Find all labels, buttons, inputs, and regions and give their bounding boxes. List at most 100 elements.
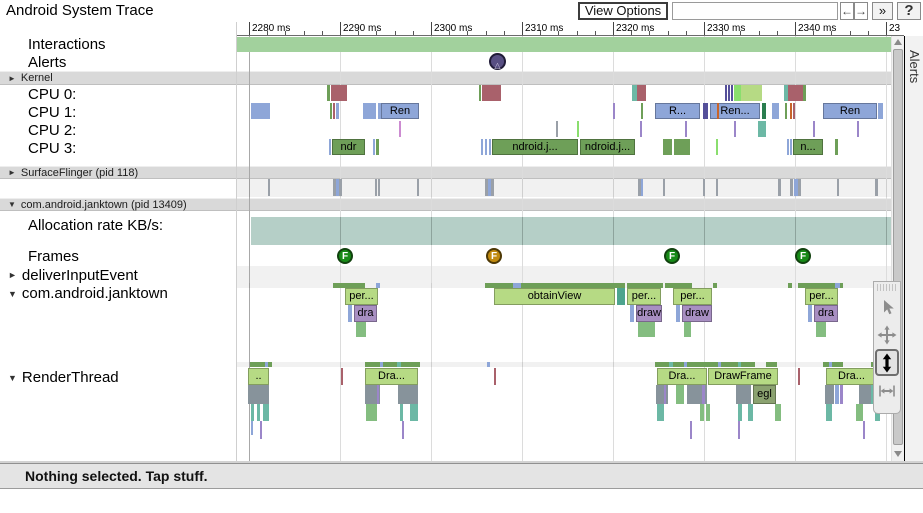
trace-slice[interactable] xyxy=(330,103,332,119)
frame-marker-amber[interactable]: F xyxy=(486,248,502,264)
trace-slice[interactable] xyxy=(826,404,832,421)
trace-slice[interactable] xyxy=(798,283,843,288)
trace-slice[interactable] xyxy=(637,85,646,101)
scroll-down-button[interactable] xyxy=(892,448,904,460)
trace-slice[interactable] xyxy=(778,179,781,196)
trace-slice[interactable]: per... xyxy=(805,288,838,305)
trace-slice[interactable] xyxy=(718,362,721,367)
trace-slice[interactable] xyxy=(840,385,843,404)
trace-slice[interactable] xyxy=(356,322,366,337)
trace-slice[interactable] xyxy=(329,139,331,155)
trace-slice[interactable] xyxy=(402,421,404,439)
trace-slice[interactable] xyxy=(627,283,663,288)
trace-slice[interactable] xyxy=(363,103,376,119)
trace-slice[interactable] xyxy=(825,385,834,404)
trace-slice[interactable]: dra xyxy=(814,305,838,322)
trace-slice[interactable] xyxy=(738,404,742,421)
trace-slice[interactable] xyxy=(248,385,269,404)
trace-slice[interactable] xyxy=(373,139,375,155)
trace-slice[interactable] xyxy=(237,179,891,197)
trace-slice[interactable] xyxy=(772,103,779,119)
trace-slice[interactable] xyxy=(664,385,666,404)
trace-slice[interactable] xyxy=(556,121,558,137)
trace-slice[interactable] xyxy=(632,85,637,101)
trace-slice[interactable] xyxy=(871,385,874,404)
trace-slice[interactable] xyxy=(237,362,891,367)
trace-slice[interactable] xyxy=(736,385,751,404)
trace-slice[interactable]: Dra... xyxy=(826,368,877,385)
scrollbar-thumb[interactable] xyxy=(893,49,903,445)
trace-slice[interactable] xyxy=(684,322,691,337)
trace-slice[interactable] xyxy=(716,179,718,196)
trace-slice[interactable] xyxy=(676,305,680,322)
trace-slice[interactable] xyxy=(798,179,801,196)
trace-slice[interactable] xyxy=(251,103,270,119)
trace-slice[interactable] xyxy=(690,421,692,439)
trace-slice[interactable]: egl xyxy=(753,385,776,404)
trace-slice[interactable] xyxy=(738,421,740,439)
trace-slice[interactable] xyxy=(378,103,381,119)
trace-slice[interactable] xyxy=(676,385,684,404)
trace-slice[interactable] xyxy=(375,179,377,196)
trace-slice[interactable] xyxy=(725,85,727,101)
sidebar-item-deliverinputevent[interactable]: ► deliverInputEvent xyxy=(0,266,237,284)
trace-slice[interactable] xyxy=(365,385,380,404)
trace-slice[interactable] xyxy=(485,179,488,196)
trace-slice[interactable]: n... xyxy=(793,139,823,155)
trace-slice[interactable] xyxy=(331,85,347,101)
trace-slice[interactable]: draw xyxy=(682,305,712,322)
trace-slice[interactable] xyxy=(398,385,418,404)
trace-slice[interactable] xyxy=(813,121,815,137)
trace-slice[interactable] xyxy=(856,404,863,421)
trace-slice[interactable] xyxy=(341,368,343,385)
trace-slice[interactable] xyxy=(640,121,642,137)
alerts-tab[interactable]: Alerts xyxy=(907,50,922,84)
sidebar-item-renderthread[interactable]: ▼ RenderThread xyxy=(0,368,237,387)
janktown-process-header-band[interactable]: ▼ com.android.janktown (pid 13409) xyxy=(0,198,891,211)
trace-slice[interactable] xyxy=(703,103,708,119)
select-tool-button[interactable] xyxy=(875,293,899,320)
pan-tool-button[interactable] xyxy=(875,321,899,348)
trace-slice[interactable]: Ren xyxy=(381,103,419,119)
trace-slice[interactable] xyxy=(684,362,687,367)
trace-slice[interactable]: ndroid.j... xyxy=(580,139,635,155)
alerts-side-panel[interactable]: Alerts xyxy=(904,36,923,461)
trace-slice[interactable] xyxy=(491,179,494,196)
trace-slice[interactable] xyxy=(788,85,803,101)
trace-slice[interactable] xyxy=(731,85,733,101)
trace-slice[interactable] xyxy=(487,362,490,367)
trace-slice[interactable] xyxy=(837,179,839,196)
frame-marker-green[interactable]: F xyxy=(337,248,353,264)
trace-slice[interactable] xyxy=(365,362,420,367)
help-button[interactable]: ? xyxy=(897,2,921,20)
trace-slice[interactable] xyxy=(665,283,692,288)
trace-slice[interactable] xyxy=(327,85,330,101)
trace-slice[interactable]: ndr xyxy=(332,139,365,155)
trace-slice[interactable] xyxy=(376,283,380,288)
view-options-button[interactable]: View Options ▾ xyxy=(578,2,668,32)
trace-slice[interactable] xyxy=(734,121,736,137)
trace-slice[interactable] xyxy=(656,385,668,404)
trace-canvas[interactable]: △ Ren R... Ren... Ren ndr ndroid.j... ndroid.j.… xyxy=(237,22,891,461)
nav-forward-button[interactable]: → xyxy=(854,2,868,20)
trace-slice[interactable]: per... xyxy=(673,288,712,305)
trace-slice[interactable] xyxy=(685,121,687,137)
search-input[interactable] xyxy=(672,2,838,20)
trace-slice[interactable] xyxy=(513,283,521,288)
trace-slice[interactable] xyxy=(638,179,641,196)
trace-slice[interactable] xyxy=(823,362,843,367)
trace-slice[interactable]: .. xyxy=(248,368,269,385)
trace-slice[interactable] xyxy=(775,404,781,421)
trace-slice[interactable] xyxy=(762,103,766,119)
trace-slice[interactable] xyxy=(617,288,625,305)
trace-slice[interactable]: draw xyxy=(636,305,662,322)
trace-slice[interactable] xyxy=(488,179,491,196)
trace-slice[interactable] xyxy=(808,305,812,322)
trace-slice[interactable] xyxy=(788,283,792,288)
trace-slice[interactable] xyxy=(835,139,838,155)
trace-slice[interactable]: Dra... xyxy=(365,368,418,385)
trace-slice[interactable] xyxy=(630,305,634,322)
trace-slice[interactable]: per... xyxy=(627,288,661,305)
trace-slice[interactable] xyxy=(263,404,269,421)
trace-slice[interactable]: dra xyxy=(354,305,377,322)
